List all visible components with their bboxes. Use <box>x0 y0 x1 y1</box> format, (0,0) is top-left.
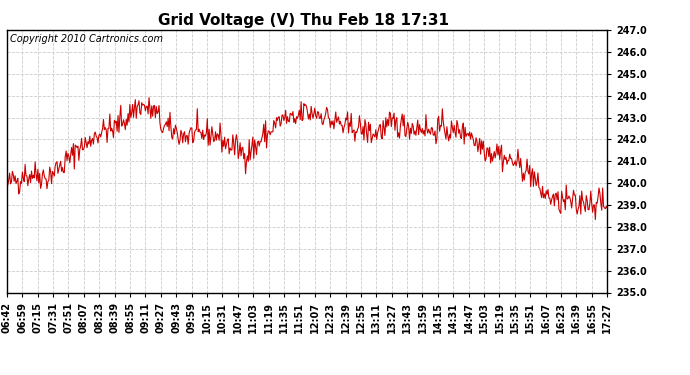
Text: Copyright 2010 Cartronics.com: Copyright 2010 Cartronics.com <box>10 34 163 44</box>
Text: Grid Voltage (V) Thu Feb 18 17:31: Grid Voltage (V) Thu Feb 18 17:31 <box>158 13 449 28</box>
